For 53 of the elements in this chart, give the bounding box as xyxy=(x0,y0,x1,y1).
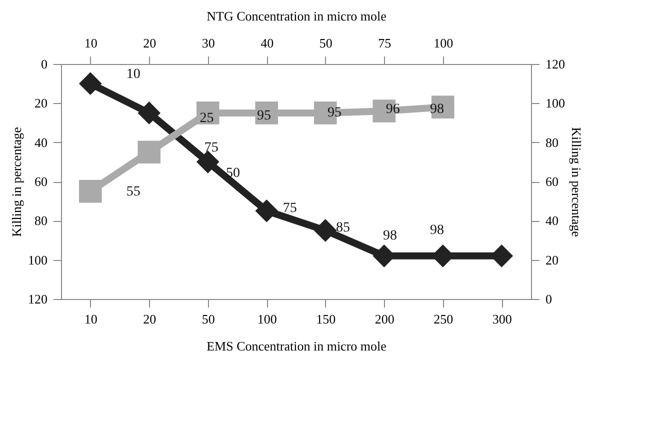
annotation: 98 xyxy=(430,102,444,118)
annotation: 75 xyxy=(282,200,297,216)
y-tick-label: 120 xyxy=(28,292,48,306)
x-axis-title: EMS Concentration in micro mole xyxy=(206,338,387,354)
x2-axis-title: NTG Concentration in micro mole xyxy=(206,8,387,24)
x-tick-label: 20 xyxy=(143,312,156,326)
text: 20 xyxy=(143,36,156,50)
y2-tick-label: 100 xyxy=(546,96,565,111)
point xyxy=(78,72,102,95)
x-tick-label: 200 xyxy=(374,312,394,326)
y2-tick-label: 0 xyxy=(546,292,552,306)
y2-tick-label: 80 xyxy=(546,134,558,150)
y2-tick-label: 20 xyxy=(546,252,558,268)
point xyxy=(255,199,278,222)
x-tick-label: 150 xyxy=(316,312,336,326)
y-tick-label: 100 xyxy=(28,252,48,268)
point xyxy=(78,180,102,203)
y2-tick-label: 120 xyxy=(546,56,565,72)
annotation: 75 xyxy=(204,140,218,156)
x-tick-label: 100 xyxy=(257,312,277,326)
y-axis-title: Killing in percentage xyxy=(9,126,24,237)
text: 10 xyxy=(84,36,98,50)
annotation: 85 xyxy=(336,220,350,236)
annotation: 25 xyxy=(200,110,214,126)
y-tick-label: 20 xyxy=(34,96,48,111)
text: 30 xyxy=(202,36,215,50)
y-tick-label: 40 xyxy=(34,134,48,150)
annotation: 95 xyxy=(257,108,272,124)
annotation: 95 xyxy=(328,105,342,120)
y2-tick-label: 40 xyxy=(546,213,558,228)
x-tick-label: 10 xyxy=(84,312,98,326)
text: 40 xyxy=(260,36,274,50)
annotation: 50 xyxy=(226,166,240,181)
y-tick-label: 80 xyxy=(34,213,48,228)
x-tick-label: 50 xyxy=(202,312,215,326)
point xyxy=(314,219,337,242)
annotation: 55 xyxy=(126,184,140,200)
text: 50 xyxy=(319,36,332,50)
annotation: 98 xyxy=(430,222,444,238)
y-tick-label: 60 xyxy=(34,174,48,189)
x-tick-label: 300 xyxy=(492,312,512,326)
y2-tick-label: 60 xyxy=(546,174,558,189)
annotation: 98 xyxy=(383,228,397,244)
y-tick-label: 0 xyxy=(41,56,48,72)
point xyxy=(138,102,161,124)
text: 100 xyxy=(434,36,454,50)
x-tick-label: 250 xyxy=(434,312,454,326)
y2-axis-title: Killing in percentage xyxy=(569,127,584,238)
annotation: 10 xyxy=(126,66,140,82)
point xyxy=(196,150,220,174)
annotation: 96 xyxy=(386,102,400,118)
point xyxy=(138,140,161,164)
text: 75 xyxy=(378,36,392,50)
